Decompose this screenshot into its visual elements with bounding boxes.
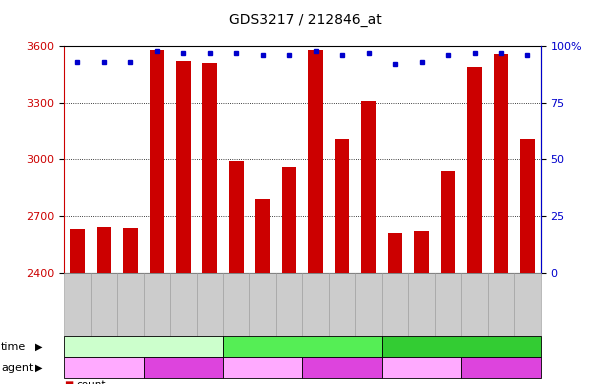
Text: estradiol: estradiol [318,362,367,373]
Text: GSM286767: GSM286767 [368,288,378,334]
Text: agent: agent [1,362,34,373]
Bar [229,161,244,273]
Text: estradiol: estradiol [477,362,525,373]
Text: GSM286764: GSM286764 [289,288,298,334]
Text: control: control [402,362,441,373]
Text: GSM286758: GSM286758 [130,288,139,334]
Bar [335,139,349,273]
Bar [202,63,217,273]
Text: GDS3217 / 212846_at: GDS3217 / 212846_at [229,13,382,27]
Text: GSM286756: GSM286756 [78,288,86,334]
Bar [282,167,296,273]
Text: estradiol: estradiol [159,362,208,373]
Bar [255,199,270,273]
Text: GSM286762: GSM286762 [236,288,245,334]
Bar [70,229,85,273]
Bar [309,50,323,273]
Text: GSM286760: GSM286760 [183,288,192,334]
Text: GSM286761: GSM286761 [210,288,219,334]
Bar [467,67,482,273]
Bar [388,233,403,273]
Text: ▶: ▶ [35,362,42,373]
Text: GSM286769: GSM286769 [422,288,431,334]
Text: GSM286770: GSM286770 [448,288,457,334]
Bar [361,101,376,273]
Text: 12 h: 12 h [131,341,156,352]
Bar [520,139,535,273]
Text: GSM286759: GSM286759 [157,288,166,334]
Bar [123,228,137,273]
Text: ▶: ▶ [35,341,42,352]
Text: control: control [84,362,123,373]
Text: GSM286757: GSM286757 [104,288,113,334]
Text: GSM286771: GSM286771 [475,288,483,334]
Text: count: count [76,380,106,384]
Text: GSM286768: GSM286768 [395,288,404,334]
Text: GSM286763: GSM286763 [263,288,272,334]
Bar [176,61,191,273]
Text: 48 h: 48 h [449,341,474,352]
Text: 24 h: 24 h [290,341,315,352]
Bar [414,231,429,273]
Bar [441,170,455,273]
Text: GSM286766: GSM286766 [342,288,351,334]
Text: GSM286773: GSM286773 [527,288,536,334]
Text: time: time [1,341,26,352]
Text: GSM286772: GSM286772 [501,288,510,334]
Bar [494,54,508,273]
Text: GSM286765: GSM286765 [316,288,324,334]
Bar [97,227,111,273]
Text: control: control [243,362,282,373]
Bar [150,50,164,273]
Text: ■: ■ [64,380,73,384]
